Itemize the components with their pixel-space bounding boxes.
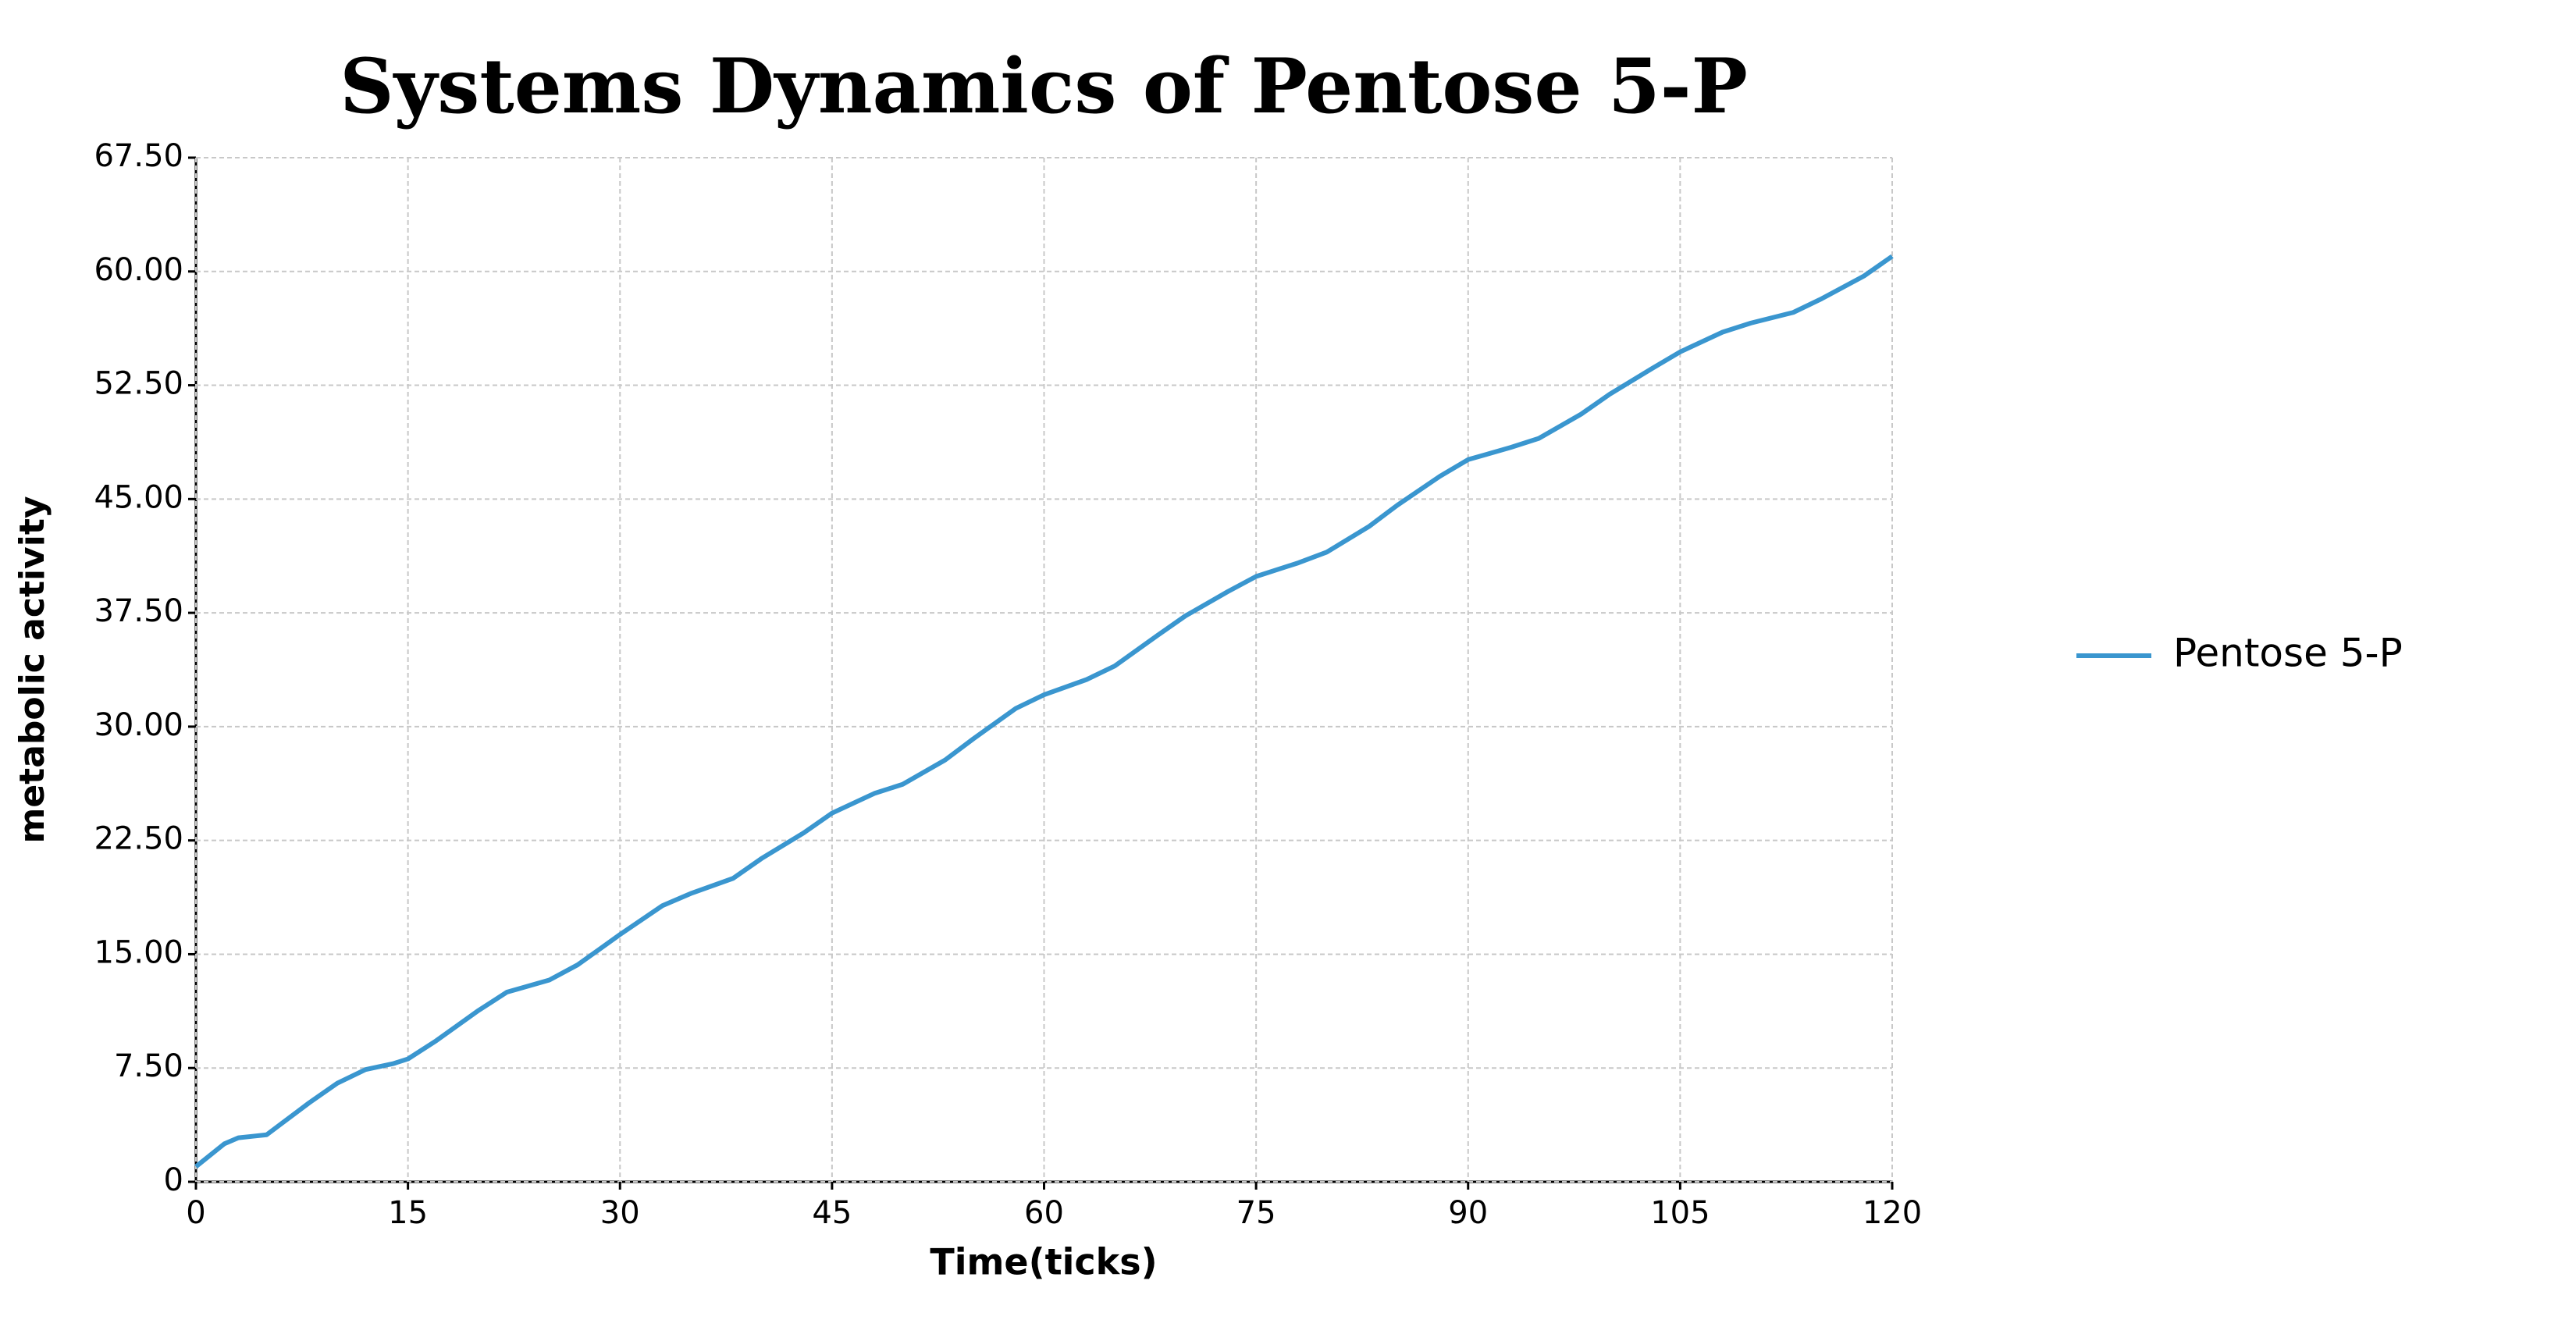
y-tick-label: 0 (164, 1162, 183, 1198)
x-tick-label: 0 (186, 1195, 205, 1231)
x-tick-label: 30 (600, 1195, 640, 1231)
y-tick-label: 37.50 (94, 593, 183, 629)
y-tick-label: 52.50 (94, 366, 183, 402)
y-axis-label: metabolic activity (12, 496, 52, 843)
x-tick-label: 45 (812, 1195, 852, 1231)
y-tick-label: 7.50 (114, 1048, 183, 1084)
legend-label: Pentose 5-P (2173, 631, 2403, 676)
chart-title: Systems Dynamics of Pentose 5-P (340, 42, 1748, 130)
y-tick-label: 60.00 (94, 252, 183, 288)
y-tick-label: 30.00 (94, 707, 183, 743)
x-tick-label: 90 (1448, 1195, 1488, 1231)
y-tick-label: 67.50 (94, 138, 183, 174)
y-tick-label: 15.00 (94, 934, 183, 970)
x-tick-label: 120 (1863, 1195, 1922, 1231)
x-tick-label: 105 (1650, 1195, 1710, 1231)
x-tick-label: 60 (1024, 1195, 1064, 1231)
line-series (194, 254, 1894, 1169)
y-tick-label: 45.00 (94, 479, 183, 515)
x-tick-label: 15 (388, 1195, 428, 1231)
x-tick-label: 75 (1236, 1195, 1276, 1231)
x-axis-label: Time(ticks) (930, 1241, 1157, 1283)
y-tick-label: 22.50 (94, 821, 183, 857)
